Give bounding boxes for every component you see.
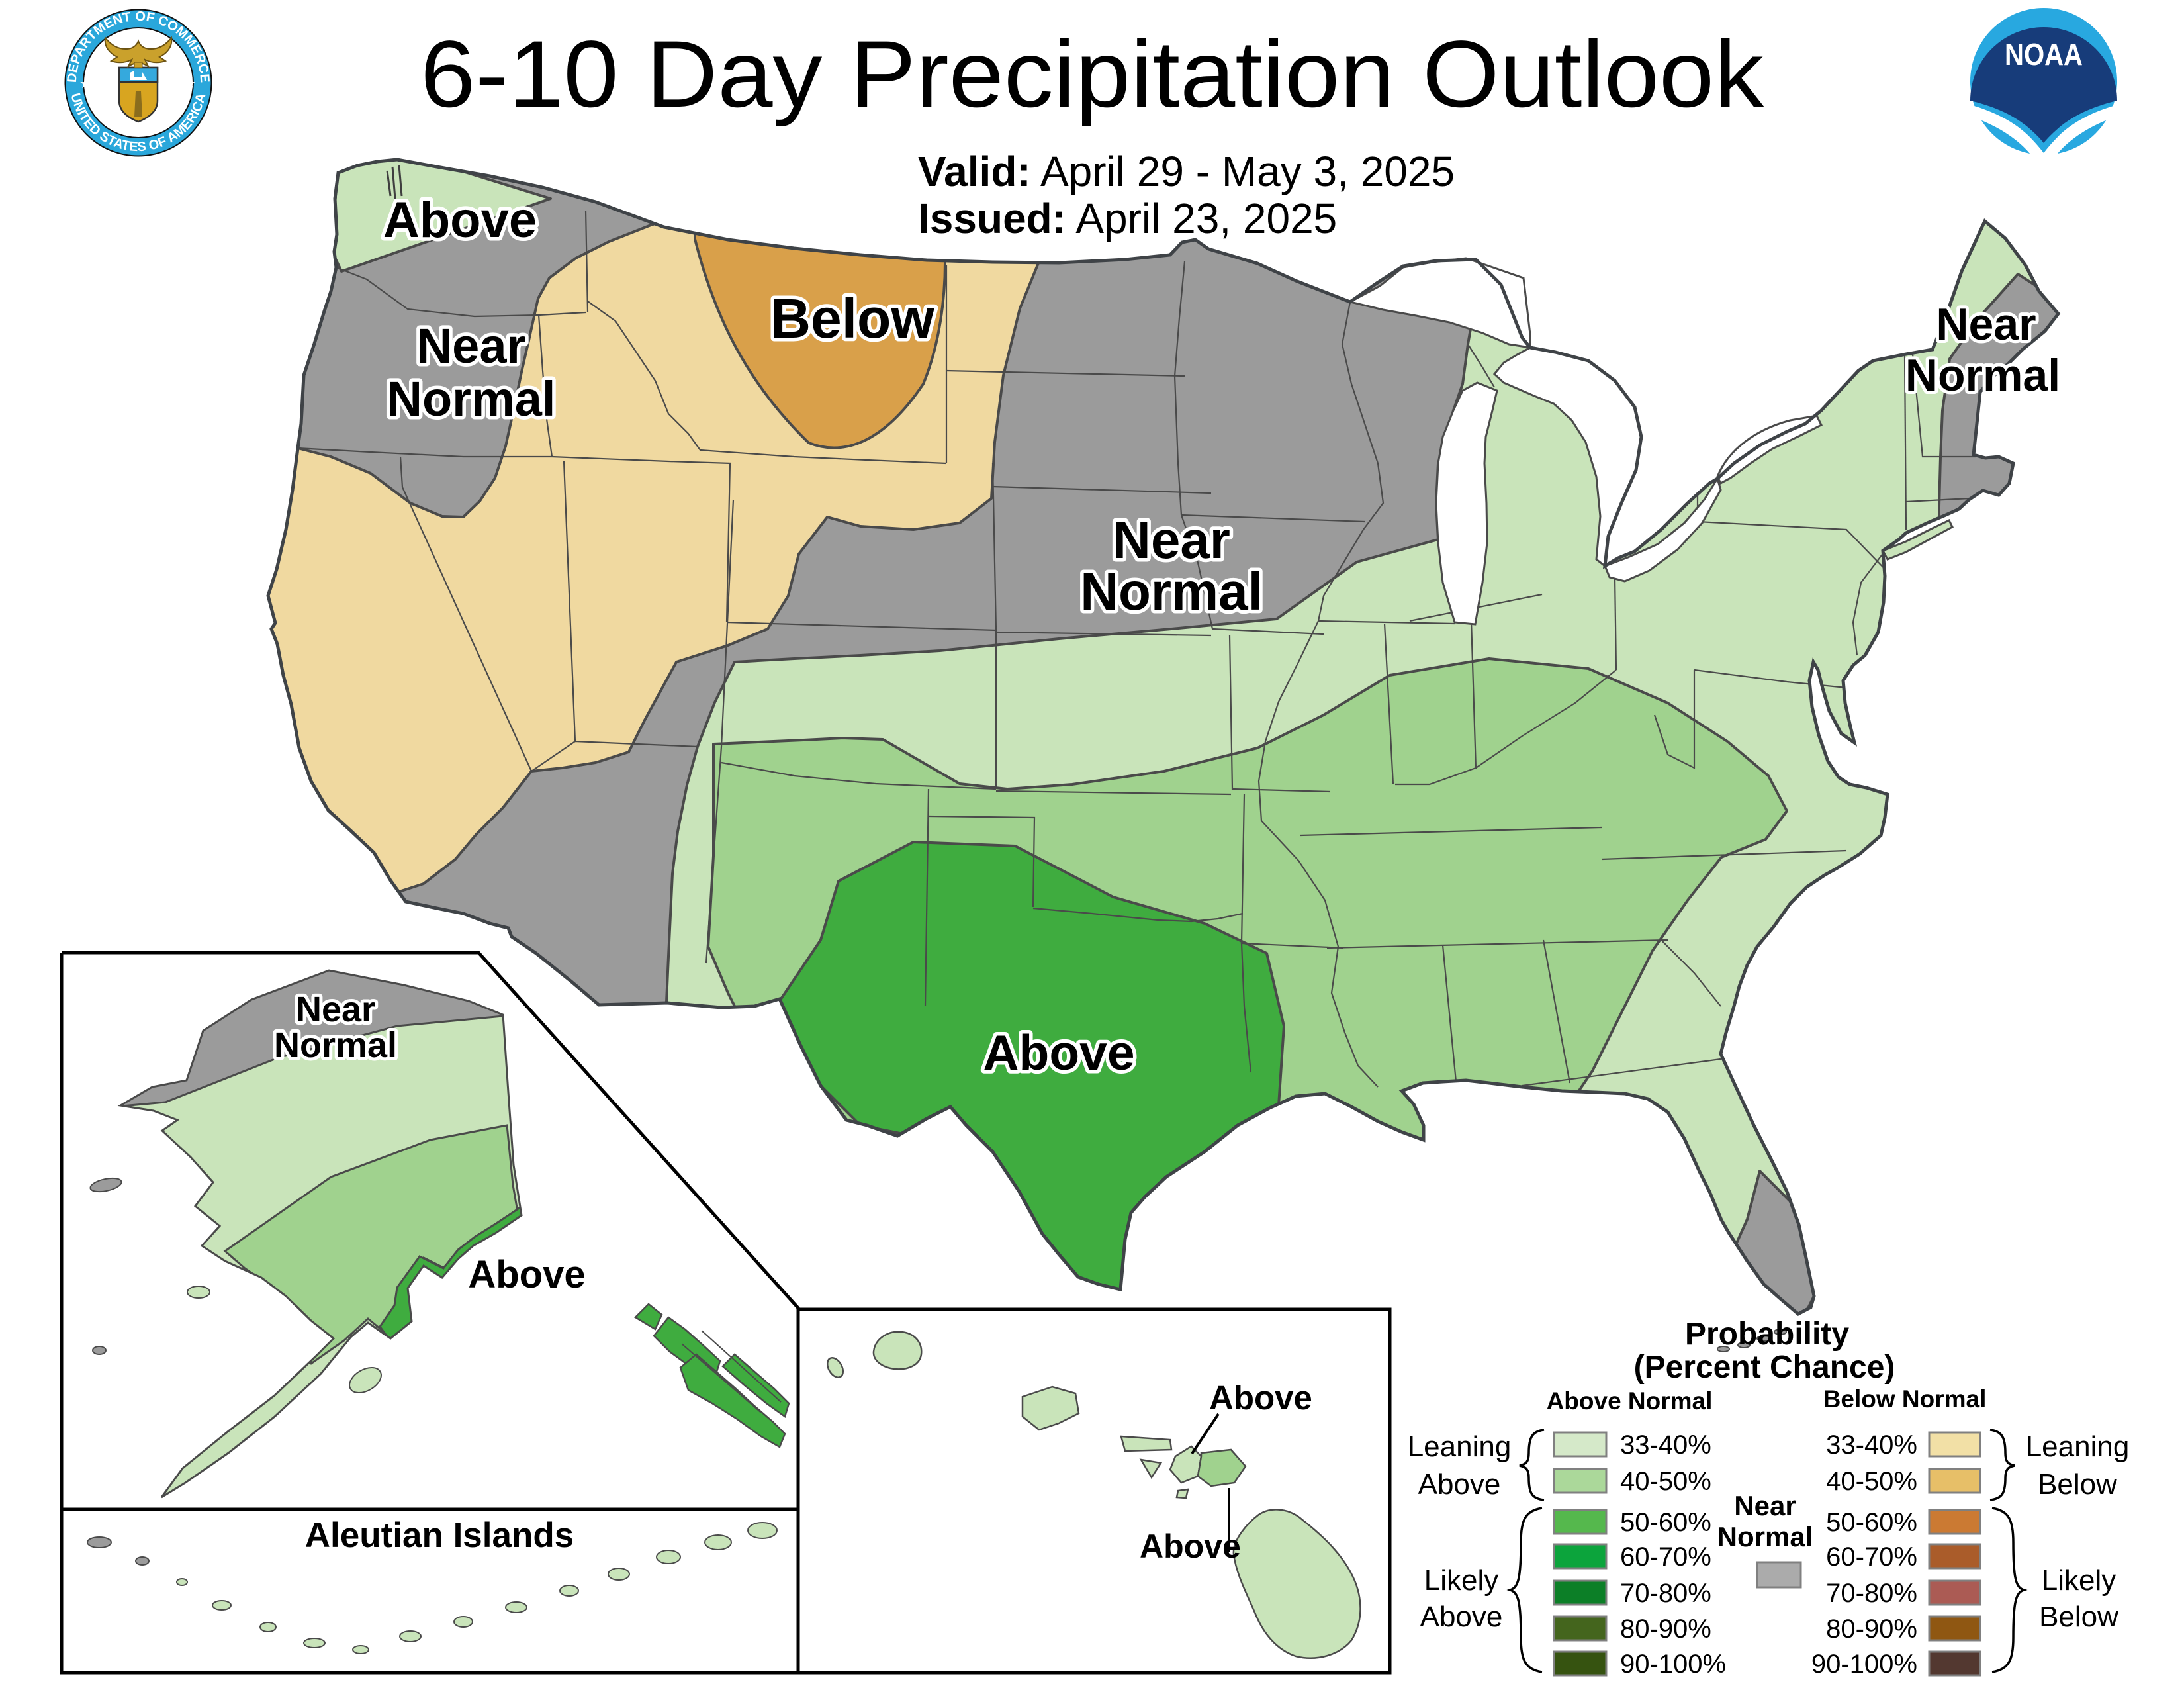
svg-text:Valid: April 29 - May 3, 2025: Valid: April 29 - May 3, 2025 xyxy=(918,148,1455,195)
svg-text:40-50%: 40-50% xyxy=(1620,1467,1711,1496)
svg-text:50-60%: 50-60% xyxy=(1620,1508,1711,1537)
svg-text:Above: Above xyxy=(1209,1379,1312,1417)
svg-text:★: ★ xyxy=(184,77,196,91)
svg-text:33-40%: 33-40% xyxy=(1826,1430,1917,1460)
svg-text:Above Normal: Above Normal xyxy=(1547,1387,1713,1415)
svg-text:80-90%: 80-90% xyxy=(1826,1615,1917,1644)
svg-text:6-10 Day Precipitation Outlook: 6-10 Day Precipitation Outlook xyxy=(420,22,1764,127)
svg-text:40-50%: 40-50% xyxy=(1826,1467,1917,1496)
svg-text:Near: Near xyxy=(296,990,375,1029)
svg-text:Above: Above xyxy=(468,1253,585,1296)
svg-text:Normal: Normal xyxy=(387,371,556,426)
svg-text:Leaning: Leaning xyxy=(2026,1430,2130,1463)
svg-text:Above: Above xyxy=(1420,1601,1503,1633)
svg-text:Below: Below xyxy=(770,287,934,350)
svg-text:Normal: Normal xyxy=(1905,350,2060,400)
svg-text:90-100%: 90-100% xyxy=(1620,1650,1726,1679)
svg-text:60-70%: 60-70% xyxy=(1620,1542,1711,1571)
svg-text:33-40%: 33-40% xyxy=(1620,1430,1711,1460)
svg-text:Below: Below xyxy=(2039,1601,2118,1633)
svg-text:Above: Above xyxy=(1418,1468,1501,1501)
svg-text:Normal: Normal xyxy=(1717,1521,1813,1552)
svg-text:Near: Near xyxy=(1734,1490,1796,1521)
svg-text:Probability: Probability xyxy=(1685,1317,1849,1352)
svg-text:70-80%: 70-80% xyxy=(1826,1579,1917,1608)
svg-text:50-60%: 50-60% xyxy=(1826,1508,1917,1537)
svg-text:Below Normal: Below Normal xyxy=(1823,1385,1987,1413)
svg-text:Near: Near xyxy=(417,318,526,373)
svg-text:Normal: Normal xyxy=(274,1025,397,1065)
svg-text:80-90%: 80-90% xyxy=(1620,1615,1711,1644)
svg-text:Near: Near xyxy=(1113,510,1230,569)
svg-text:Below: Below xyxy=(2038,1468,2117,1501)
svg-text:Above: Above xyxy=(1140,1528,1241,1565)
svg-text:Leaning: Leaning xyxy=(1408,1430,1512,1463)
svg-text:NOAA: NOAA xyxy=(2005,37,2083,71)
svg-text:★: ★ xyxy=(79,77,91,91)
svg-text:Aleutian Islands: Aleutian Islands xyxy=(305,1516,574,1555)
svg-text:(Percent Chance): (Percent Chance) xyxy=(1634,1350,1895,1385)
svg-text:Likely: Likely xyxy=(1424,1564,1499,1597)
svg-text:Above: Above xyxy=(983,1025,1134,1080)
svg-text:Normal: Normal xyxy=(1080,562,1263,621)
svg-text:Likely: Likely xyxy=(2042,1564,2116,1597)
svg-text:90-100%: 90-100% xyxy=(1811,1650,1917,1679)
svg-text:70-80%: 70-80% xyxy=(1620,1579,1711,1608)
svg-text:Above: Above xyxy=(383,192,537,248)
svg-text:60-70%: 60-70% xyxy=(1826,1542,1917,1571)
svg-text:Issued: April 23, 2025: Issued: April 23, 2025 xyxy=(918,195,1337,242)
svg-text:Near: Near xyxy=(1936,299,2036,350)
